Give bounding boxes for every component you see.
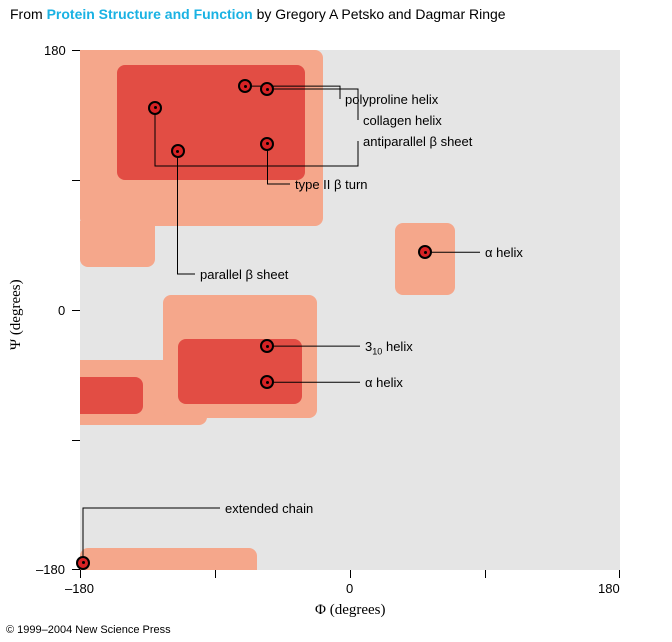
point-310-helix bbox=[260, 339, 274, 353]
ramachandran-plot: polyproline helix collagen helix antipar… bbox=[80, 50, 620, 570]
page-root: From Protein Structure and Function by G… bbox=[0, 0, 672, 642]
point-collagen bbox=[260, 82, 274, 96]
label-polyproline: polyproline helix bbox=[345, 92, 438, 107]
x-tick bbox=[350, 570, 351, 578]
label-antiparallel-beta: antiparallel β sheet bbox=[363, 134, 472, 149]
x-axis-title: Φ (degrees) bbox=[315, 602, 386, 619]
x-tick bbox=[215, 570, 216, 578]
point-extended-chain bbox=[76, 556, 90, 570]
favored-region bbox=[80, 377, 143, 414]
label-310-helix: 310 helix bbox=[365, 339, 413, 357]
copyright-text: © 1999–2004 New Science Press bbox=[6, 624, 171, 636]
header-prefix: From bbox=[10, 6, 47, 22]
x-tick-label: –180 bbox=[65, 581, 94, 596]
x-tick-label: 180 bbox=[598, 581, 620, 596]
y-axis-title: Ψ (degrees) bbox=[8, 279, 25, 350]
allowed-region bbox=[80, 548, 257, 570]
y-tick-label: 0 bbox=[58, 303, 65, 318]
header-suffix: by Gregory A Petsko and Dagmar Ringe bbox=[253, 6, 506, 22]
label-extended-chain: extended chain bbox=[225, 501, 313, 516]
favored-region bbox=[117, 65, 304, 180]
allowed-region bbox=[80, 221, 155, 267]
point-parallel-beta bbox=[171, 144, 185, 158]
label-parallel-beta: parallel β sheet bbox=[200, 267, 288, 282]
label-type2-beta-turn: type II β turn bbox=[295, 177, 368, 192]
y-tick-label: –180 bbox=[36, 562, 65, 577]
label-collagen: collagen helix bbox=[363, 113, 442, 128]
point-alpha-helix bbox=[260, 375, 274, 389]
y-tick-label: 180 bbox=[44, 43, 66, 58]
attribution-header: From Protein Structure and Function by G… bbox=[10, 6, 506, 22]
point-type2-beta-turn bbox=[260, 137, 274, 151]
allowed-region bbox=[395, 223, 455, 295]
point-antiparallel-beta bbox=[148, 101, 162, 115]
book-title: Protein Structure and Function bbox=[47, 6, 253, 22]
x-tick bbox=[619, 570, 620, 578]
x-tick bbox=[80, 570, 81, 578]
point-left-alpha-helix bbox=[418, 245, 432, 259]
y-tick bbox=[72, 569, 80, 570]
point-polyproline bbox=[238, 79, 252, 93]
label-left-alpha-helix: α helix bbox=[485, 245, 523, 260]
label-alpha-helix: α helix bbox=[365, 375, 403, 390]
favored-region bbox=[178, 339, 303, 404]
y-tick bbox=[72, 440, 80, 441]
y-tick bbox=[72, 310, 80, 311]
y-tick bbox=[72, 180, 80, 181]
x-tick-label: 0 bbox=[346, 581, 353, 596]
y-tick bbox=[72, 50, 80, 51]
x-tick bbox=[485, 570, 486, 578]
